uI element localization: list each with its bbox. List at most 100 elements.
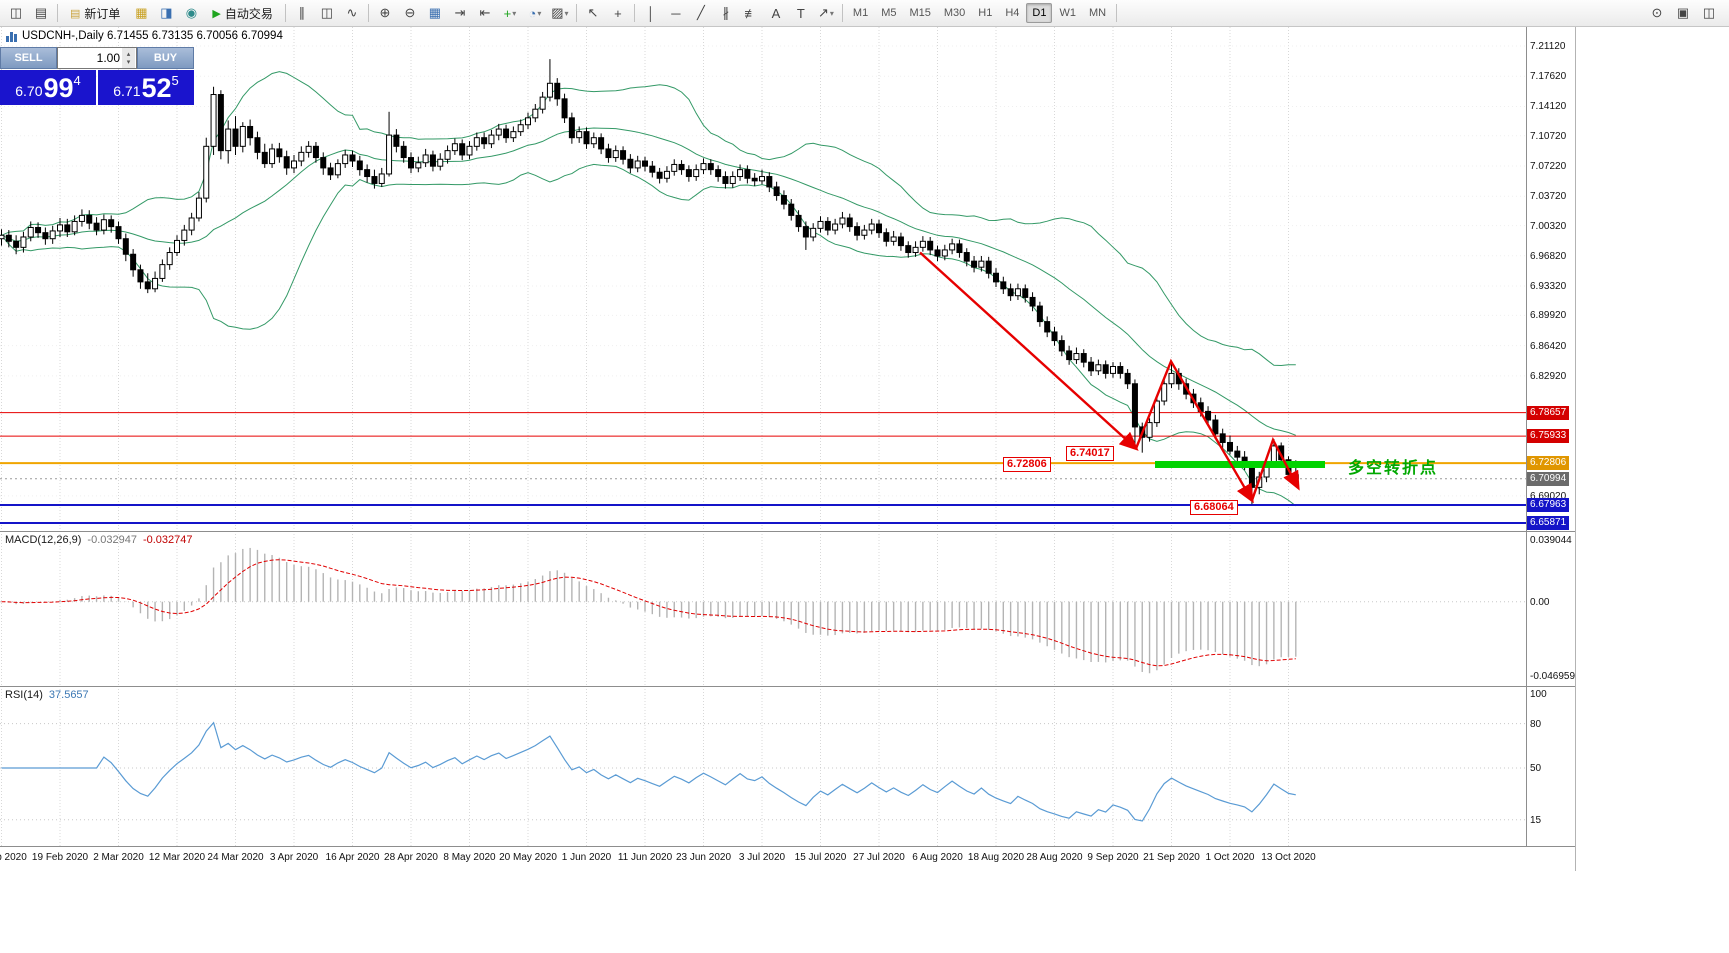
text-icon[interactable]: A <box>771 5 781 21</box>
candle <box>934 249 941 257</box>
candle <box>225 128 232 152</box>
chart-shift-icon[interactable]: ⇤ <box>479 5 491 20</box>
price-line-label: 6.65871 <box>1527 516 1570 531</box>
candlestick-chart-icon[interactable]: ◫ <box>320 5 334 20</box>
candle <box>817 220 824 229</box>
buy-price-display[interactable]: 6.71 52 5 <box>98 70 194 105</box>
timeframe-h4[interactable]: H4 <box>1005 7 1020 19</box>
timeframe-h1[interactable]: H1 <box>978 7 993 19</box>
toolbar-separator <box>57 4 58 22</box>
data-window-icon[interactable]: ◨ <box>160 5 173 20</box>
candle <box>956 243 963 254</box>
market-watch-icon[interactable]: ▦ <box>135 5 148 20</box>
timeframe-m5[interactable]: M5 <box>881 7 897 19</box>
new-window-icon[interactable]: ▣ <box>1676 5 1690 20</box>
price-chart-canvas[interactable] <box>0 27 1526 531</box>
rsi-label: RSI(14) 37.5657 <box>5 689 89 701</box>
pane-separator[interactable] <box>0 686 1575 687</box>
zoom-in-icon[interactable]: ⊕ <box>379 5 391 20</box>
profiles-icon[interactable]: ▤ <box>34 5 48 20</box>
buy-button[interactable]: BUY <box>137 47 194 69</box>
candle <box>546 82 553 98</box>
rsi-canvas[interactable] <box>0 686 1526 846</box>
candle <box>861 229 868 236</box>
pane-separator[interactable] <box>0 531 1575 532</box>
price-tick: 6.69020 <box>1530 490 1567 502</box>
volume-up-icon[interactable]: ▴ <box>126 51 131 58</box>
candle <box>13 240 20 248</box>
rsi-scale[interactable]: 100 80 50 15 <box>1526 686 1575 846</box>
candle <box>488 134 495 145</box>
macd-pane[interactable]: 0.039044 0.00 -0.046959 MACD(12,26,9) -0.0… <box>0 531 1575 686</box>
candle <box>130 253 137 271</box>
candle <box>415 162 422 169</box>
time-label: 16 Apr 2020 <box>325 852 380 863</box>
sell-button[interactable]: SELL <box>0 47 57 69</box>
candle <box>832 223 839 231</box>
support-zone-bar[interactable] <box>1155 460 1325 468</box>
chart-window-usdcnh-daily[interactable]: 7.21120 7.17620 7.14120 7.10720 7.07220 7.037… <box>0 27 1576 871</box>
line-chart-icon[interactable]: ∿ <box>346 5 358 20</box>
bar-chart-icon[interactable]: ∥ <box>298 5 306 20</box>
new-chart-icon[interactable]: ◫ <box>9 5 23 20</box>
arrows-tool-icon[interactable]: ↗ ▾ <box>817 5 834 20</box>
horizontal-line-icon[interactable]: ─ <box>671 5 681 21</box>
periods-icon[interactable]: ◔ ▾ <box>528 5 542 21</box>
candle <box>320 157 327 169</box>
price-callout[interactable]: 6.68064 <box>1190 500 1238 515</box>
trendline-icon[interactable]: ╱ <box>696 5 705 20</box>
navigator-icon[interactable]: ◉ <box>185 5 198 20</box>
turning-point-text[interactable]: 多空转折点 <box>1348 460 1439 477</box>
channel-icon[interactable]: ∦ <box>722 5 730 20</box>
toolbar-separator <box>1116 4 1118 22</box>
auto-scroll-icon[interactable]: ⇥ <box>454 5 466 20</box>
cursor-icon[interactable]: ↖ <box>587 5 599 20</box>
price-callout[interactable]: 6.74017 <box>1066 446 1114 461</box>
price-callout[interactable]: 6.72806 <box>1003 457 1051 472</box>
trend-arrow[interactable] <box>919 251 1139 451</box>
candle <box>35 226 42 234</box>
candle <box>195 197 202 219</box>
candle <box>978 260 985 268</box>
candle <box>693 169 700 178</box>
timeframe-m15[interactable]: M15 <box>909 7 931 19</box>
candle <box>349 154 356 162</box>
trend-arrow[interactable] <box>1250 436 1300 501</box>
rsi-pane[interactable]: 100 80 50 15 RSI(14) 37.5657 <box>0 686 1575 846</box>
sell-price-display[interactable]: 6.70 99 4 <box>0 70 96 105</box>
timeframe-m30[interactable]: M30 <box>943 7 966 19</box>
volume-input[interactable] <box>58 48 136 68</box>
candle <box>627 158 634 169</box>
indicators-icon[interactable]: + ▾ <box>503 5 517 21</box>
vertical-line-icon[interactable]: │ <box>646 5 655 21</box>
candle <box>400 145 407 159</box>
price-tick: 6.96820 <box>1530 250 1567 262</box>
search-icon[interactable]: ⊙ <box>1651 5 1663 20</box>
templates-icon[interactable]: ▨ ▾ <box>551 5 569 20</box>
candle <box>883 232 890 242</box>
macd-main-value: -0.032947 <box>87 534 137 546</box>
price-pane[interactable]: 7.21120 7.17620 7.14120 7.10720 7.07220 7.037… <box>0 27 1575 531</box>
window-list-icon[interactable]: ◫ <box>1702 5 1716 20</box>
tile-windows-icon[interactable]: ▦ <box>428 5 442 20</box>
autotrading-button[interactable]: ▶ 自动交易 <box>212 6 273 21</box>
new-order-icon: ▤ <box>70 7 81 20</box>
volume-down-icon[interactable]: ▾ <box>126 59 131 66</box>
zoom-out-icon[interactable]: ⊖ <box>404 5 416 20</box>
fibonacci-icon[interactable]: ≢ <box>744 5 758 21</box>
candle <box>1073 353 1080 361</box>
new-order-button[interactable]: ▤ 新订单 <box>70 6 121 21</box>
macd-canvas[interactable] <box>0 531 1526 686</box>
timeframe-d1[interactable]: D1 <box>1026 3 1053 23</box>
timeframe-mn[interactable]: MN <box>1088 7 1107 19</box>
timeframe-w1[interactable]: W1 <box>1059 7 1076 19</box>
crosshair-icon[interactable]: + <box>614 5 622 21</box>
trend-arrow[interactable] <box>1134 358 1254 504</box>
macd-scale[interactable]: 0.039044 0.00 -0.046959 <box>1526 531 1575 686</box>
label-icon[interactable]: T <box>796 5 805 21</box>
candle <box>386 134 393 175</box>
price-scale[interactable]: 7.21120 7.17620 7.14120 7.10720 7.07220 7.037… <box>1526 27 1575 531</box>
time-axis[interactable]: 7 Feb 2020 19 Feb 2020 2 Mar 2020 12 Mar 20… <box>0 846 1575 871</box>
time-label: 8 May 2020 <box>443 852 496 863</box>
timeframe-m1[interactable]: M1 <box>852 7 869 19</box>
